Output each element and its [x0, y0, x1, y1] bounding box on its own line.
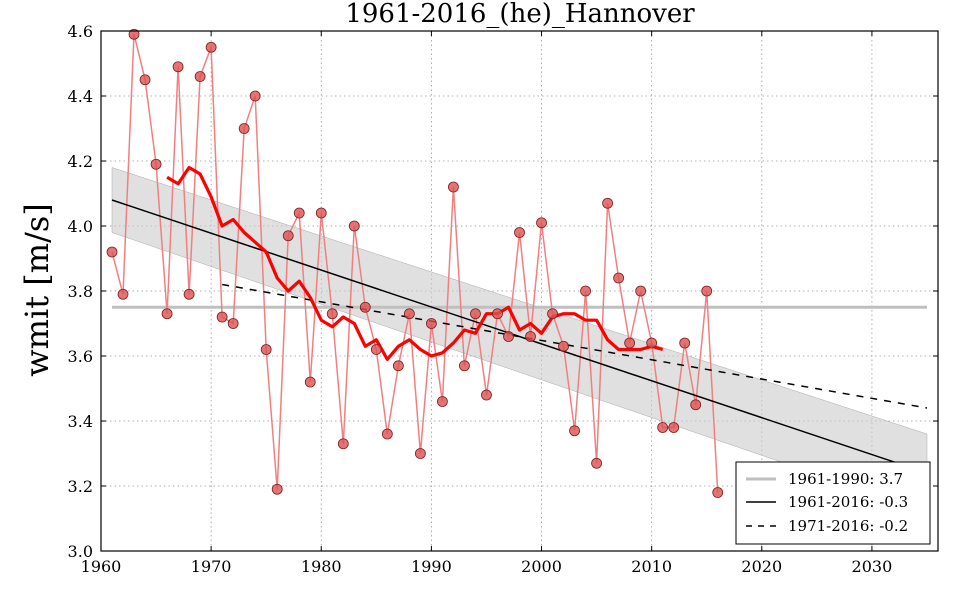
- data-point: [635, 285, 647, 297]
- data-point: [381, 428, 393, 440]
- data-point: [260, 344, 272, 355]
- x-tick-label: 2030: [852, 557, 893, 576]
- legend-trend-label: 1961-2016: -0.3: [788, 493, 908, 511]
- data-point: [536, 217, 547, 229]
- data-point: [679, 337, 691, 349]
- data-point: [359, 301, 371, 313]
- data-point: [591, 457, 602, 469]
- y-tick-label: 3.0: [68, 542, 93, 561]
- data-point: [326, 308, 338, 320]
- data-point: [150, 158, 162, 170]
- moving-average-line: [166, 165, 664, 361]
- data-point: [392, 360, 404, 372]
- data-point: [481, 389, 492, 401]
- plot-frame: [100, 30, 939, 552]
- data-point: [139, 74, 151, 86]
- data-point: [602, 197, 614, 209]
- data-point: [459, 360, 470, 372]
- data-point: [370, 344, 382, 355]
- data-point: [569, 425, 580, 437]
- data-point: [470, 308, 481, 320]
- legend-box: [735, 461, 931, 545]
- x-tick-label: 2020: [741, 557, 782, 576]
- series-lines: [111, 34, 928, 493]
- data-point: [205, 41, 217, 53]
- data-point: [238, 123, 250, 134]
- data-point: [624, 337, 636, 349]
- data-point: [668, 422, 680, 433]
- tick-labels: 1960 1970 1980 1990 2000 2010 2020 2030 3.0 3.2 3.…: [68, 22, 893, 576]
- data-point: [128, 28, 140, 40]
- chart-title: 1961-2016_(he)_Hannover: [345, 0, 695, 29]
- data-point: [183, 288, 195, 300]
- data-point: [547, 308, 558, 320]
- x-tick-label: 1990: [411, 557, 452, 576]
- data-point: [249, 90, 261, 102]
- data-point: [525, 331, 536, 342]
- data-point: [712, 487, 724, 498]
- data-point: [448, 181, 459, 193]
- data-point: [315, 207, 327, 219]
- data-point: [701, 285, 713, 297]
- data-point: [282, 230, 294, 242]
- y-tick-label: 4.4: [68, 87, 93, 106]
- data-points: [106, 28, 724, 498]
- y-tick-label: 3.4: [68, 412, 93, 431]
- x-tick-label: 1960: [81, 557, 122, 576]
- data-point: [414, 448, 426, 459]
- y-axis-label: wmit [m/s]: [18, 203, 56, 377]
- data-point: [492, 308, 503, 320]
- data-point: [514, 227, 525, 238]
- legend-dashed-label: 1971-2016: -0.2: [788, 517, 908, 535]
- x-tick-label: 1980: [301, 557, 342, 576]
- data-point: [227, 318, 239, 329]
- y-tick-label: 3.2: [68, 477, 93, 496]
- data-point: [425, 318, 437, 329]
- data-point: [216, 311, 228, 323]
- trend-line-1961-2016: [111, 199, 928, 474]
- y-tick-label: 4.0: [68, 217, 93, 236]
- legend-ref-label: 1961-1990: 3.7: [788, 470, 903, 488]
- data-point: [337, 438, 349, 450]
- data-point: [580, 285, 591, 297]
- y-tick-label: 3.6: [68, 347, 93, 366]
- data-point: [271, 483, 283, 495]
- x-tick-label: 1970: [191, 557, 232, 576]
- data-point: [304, 376, 316, 388]
- y-tick-label: 3.8: [68, 282, 93, 301]
- data-point: [293, 207, 305, 219]
- data-point: [690, 399, 702, 411]
- data-point: [194, 71, 206, 82]
- y-tick-label: 4.6: [68, 22, 93, 41]
- data-point: [161, 308, 173, 320]
- observations-line: [111, 34, 719, 493]
- data-point: [117, 288, 129, 300]
- data-point: [403, 308, 415, 320]
- x-tick-label: 2010: [631, 557, 672, 576]
- data-point: [646, 337, 658, 349]
- x-tick-label: 2000: [521, 557, 562, 576]
- data-point: [657, 422, 669, 433]
- data-point: [437, 396, 448, 407]
- data-point: [172, 61, 184, 73]
- axes: [100, 30, 939, 552]
- data-point: [503, 331, 514, 342]
- legend: 1961-1990: 3.7 1961-2016: -0.3 1971-2016…: [735, 461, 931, 545]
- data-point: [106, 246, 118, 258]
- data-point: [613, 272, 625, 284]
- data-point: [348, 220, 360, 232]
- y-tick-label: 4.2: [68, 152, 93, 171]
- data-point: [558, 340, 569, 352]
